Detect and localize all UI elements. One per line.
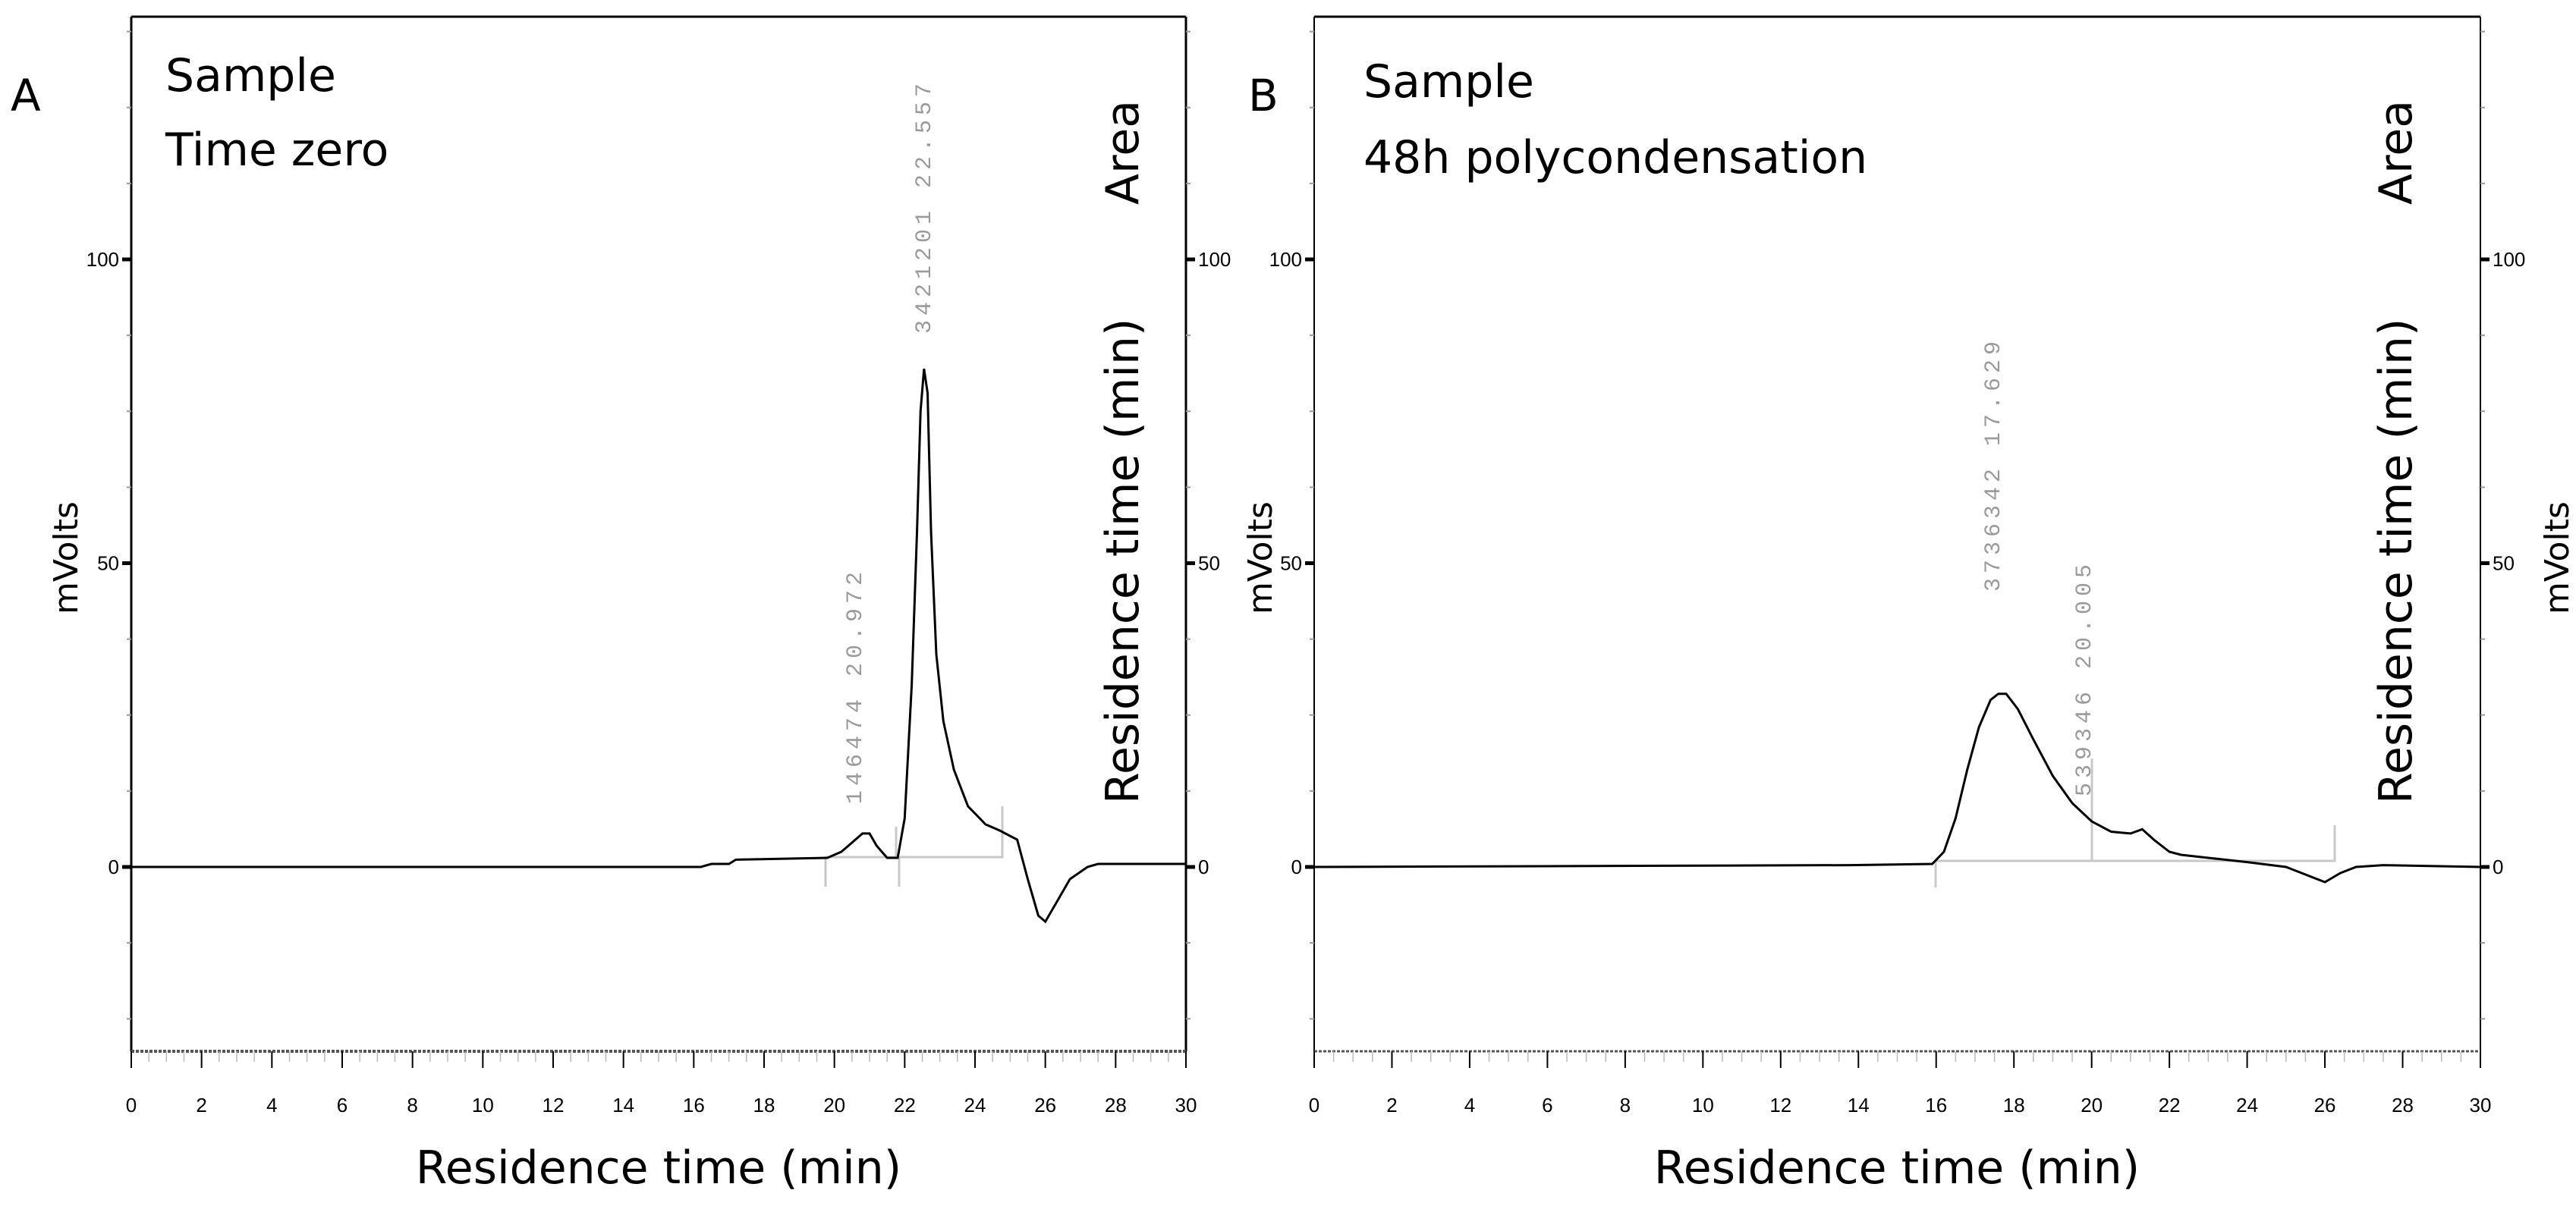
x-tick-label: 2 <box>1386 1094 1397 1116</box>
y-tick-label-right: 0 <box>1198 856 1209 878</box>
x-tick-label: 12 <box>543 1094 565 1116</box>
x-tick-label: 26 <box>2314 1094 2336 1116</box>
y-tick-label-right: 0 <box>2493 856 2503 878</box>
x-tick-label: 10 <box>472 1094 494 1116</box>
peak-label-b2: 539346 20.005 <box>2072 560 2098 796</box>
x-tick-label: 6 <box>1542 1094 1552 1116</box>
x-tick-label: 16 <box>1925 1094 1947 1116</box>
y-tick-label-left: 0 <box>109 856 119 878</box>
x-tick-label: 0 <box>1309 1094 1319 1116</box>
x-tick-label: 0 <box>126 1094 137 1116</box>
x-tick-label: 18 <box>753 1094 775 1116</box>
y-tick-label-left: 100 <box>1269 248 1302 271</box>
panel-b-title-line2: 48h polycondensation <box>1363 131 1867 184</box>
panel-b-trace <box>1313 693 2481 884</box>
panel-a-area-label: Area <box>1096 100 1150 205</box>
y-tick-label-right: 100 <box>2493 248 2525 271</box>
x-tick-label: 20 <box>823 1094 845 1116</box>
peak-label-b1: 3736342 17.629 <box>1981 337 2007 592</box>
x-tick-label: 24 <box>964 1094 986 1116</box>
x-tick-label: 10 <box>1692 1094 1714 1116</box>
x-tick-label: 22 <box>894 1094 916 1116</box>
panel-a-time-label: Residence time (min) <box>1096 319 1150 804</box>
x-tick-label: 24 <box>2236 1094 2258 1116</box>
panel-a-title-line1: Sample <box>165 49 336 102</box>
panel-b-time-label: Residence time (min) <box>2370 319 2423 804</box>
panel-b: B Sample 48h polycondensation 0 2 4 6 8 10 12 1… <box>1241 15 2576 1195</box>
x-tick-label: 2 <box>196 1094 206 1116</box>
y-tick-label-right: 50 <box>2493 552 2515 575</box>
x-tick-label: 4 <box>266 1094 277 1116</box>
x-tick-label: 16 <box>683 1094 705 1116</box>
y-tick-label-right: 100 <box>1198 248 1231 271</box>
peak-label-a1: 146474 20.972 <box>843 567 869 804</box>
x-tick-label: 8 <box>407 1094 417 1116</box>
x-tick-label: 14 <box>1848 1094 1870 1116</box>
panel-a: A Sample Time zero 0 2 4 6 8 10 12 14 16 18 20 22 24… <box>11 15 1231 1195</box>
panel-b-y-axis-title: mVolts <box>1241 501 1280 614</box>
x-tick-label: 28 <box>2392 1094 2414 1116</box>
panel-b-area-label: Area <box>2370 100 2423 205</box>
panel-b-right-y-axis-title: mVolts <box>2538 501 2576 614</box>
panel-b-integration-marks <box>1934 758 2336 887</box>
panel-a-x-axis-title: Residence time (min) <box>416 1142 901 1195</box>
y-tick-label-left: 0 <box>1291 856 1302 878</box>
y-tick-label-left: 50 <box>97 552 119 575</box>
x-tick-label: 30 <box>1175 1094 1197 1116</box>
panel-letter-a: A <box>11 70 41 121</box>
y-tick-label-right: 50 <box>1198 552 1220 575</box>
x-tick-label: 18 <box>2003 1094 2025 1116</box>
panel-a-y-axis-title: mVolts <box>47 501 86 614</box>
panel-b-title-line1: Sample <box>1363 55 1534 108</box>
x-tick-label: 20 <box>2081 1094 2103 1116</box>
panel-a-integration-marks <box>824 806 1004 887</box>
x-tick-label: 12 <box>1769 1094 1791 1116</box>
x-tick-label: 28 <box>1105 1094 1127 1116</box>
x-tick-label: 8 <box>1620 1094 1631 1116</box>
x-tick-label: 30 <box>2470 1094 2492 1116</box>
y-tick-label-left: 100 <box>86 248 119 271</box>
x-tick-label: 26 <box>1034 1094 1056 1116</box>
x-tick-label: 14 <box>612 1094 634 1116</box>
x-tick-label: 6 <box>337 1094 348 1116</box>
panel-letter-b: B <box>1248 70 1279 121</box>
panel-a-trace <box>131 368 1186 924</box>
peak-label-a2: 3421201 22.557 <box>912 79 938 334</box>
y-tick-label-left: 50 <box>1280 552 1302 575</box>
x-tick-label: 4 <box>1464 1094 1475 1116</box>
panel-b-x-axis-title: Residence time (min) <box>1654 1142 2140 1195</box>
x-tick-label: 22 <box>2159 1094 2181 1116</box>
panel-a-title-line2: Time zero <box>165 124 388 177</box>
